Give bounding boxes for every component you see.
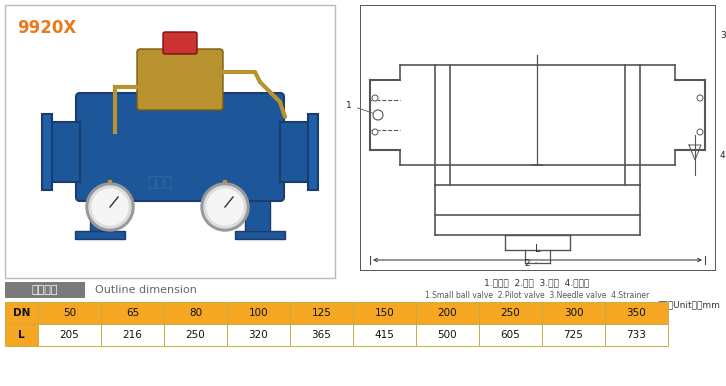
Bar <box>227 302 290 324</box>
Text: DN: DN <box>13 308 30 318</box>
Text: 9920X: 9920X <box>17 19 76 37</box>
Bar <box>290 324 353 346</box>
Text: 250: 250 <box>186 330 205 340</box>
Text: 100: 100 <box>249 308 269 318</box>
FancyBboxPatch shape <box>308 114 318 190</box>
Text: 350: 350 <box>627 308 646 318</box>
Bar <box>101 324 164 346</box>
Text: 250: 250 <box>501 308 521 318</box>
Text: 200: 200 <box>438 308 457 318</box>
Text: 300: 300 <box>563 308 583 318</box>
Text: 415: 415 <box>375 330 394 340</box>
Bar <box>38 324 101 346</box>
Circle shape <box>201 183 249 231</box>
Text: L: L <box>535 244 540 254</box>
Circle shape <box>697 129 703 135</box>
Bar <box>605 302 668 324</box>
FancyBboxPatch shape <box>137 49 223 110</box>
Text: 320: 320 <box>248 330 269 340</box>
FancyBboxPatch shape <box>42 114 52 190</box>
Bar <box>290 302 353 324</box>
Circle shape <box>92 189 128 225</box>
Circle shape <box>207 189 243 225</box>
Bar <box>5 282 85 298</box>
Bar <box>164 302 227 324</box>
Text: 605: 605 <box>501 330 521 340</box>
Circle shape <box>697 95 703 101</box>
FancyBboxPatch shape <box>163 32 197 54</box>
FancyBboxPatch shape <box>76 93 284 201</box>
Text: 50: 50 <box>63 308 76 318</box>
FancyBboxPatch shape <box>90 197 115 232</box>
Circle shape <box>204 186 246 228</box>
Text: 500: 500 <box>438 330 457 340</box>
Text: 216: 216 <box>123 330 142 340</box>
Text: 单位（Unit）：mm: 单位（Unit）：mm <box>657 300 720 309</box>
Bar <box>542 324 605 346</box>
Bar <box>416 302 479 324</box>
Text: 65: 65 <box>126 308 139 318</box>
Text: 4: 4 <box>720 151 725 159</box>
Circle shape <box>373 110 383 120</box>
Text: 125: 125 <box>311 308 332 318</box>
Text: L: L <box>18 330 25 340</box>
FancyBboxPatch shape <box>50 122 80 182</box>
Circle shape <box>86 183 134 231</box>
Text: 733: 733 <box>627 330 646 340</box>
Bar <box>353 302 416 324</box>
Bar <box>5 324 38 346</box>
Text: 1.Small ball valve  2.Pilot valve  3.Needle valve  4.Strainer: 1.Small ball valve 2.Pilot valve 3.Needl… <box>425 291 649 300</box>
Bar <box>479 324 542 346</box>
Circle shape <box>372 95 378 101</box>
Bar <box>75 231 125 239</box>
Text: 80: 80 <box>189 308 202 318</box>
Bar <box>235 231 285 239</box>
Bar <box>101 302 164 324</box>
Bar <box>227 324 290 346</box>
Text: 725: 725 <box>563 330 584 340</box>
Circle shape <box>372 129 378 135</box>
Text: 1: 1 <box>346 100 375 114</box>
Bar <box>5 5 335 278</box>
FancyBboxPatch shape <box>280 122 310 182</box>
Circle shape <box>89 186 131 228</box>
FancyBboxPatch shape <box>245 197 270 232</box>
Bar <box>164 324 227 346</box>
Bar <box>353 324 416 346</box>
Text: 150: 150 <box>375 308 394 318</box>
Text: 3: 3 <box>720 30 726 39</box>
Bar <box>605 324 668 346</box>
Bar <box>416 324 479 346</box>
Text: 365: 365 <box>311 330 332 340</box>
Text: 外型尺寸: 外型尺寸 <box>32 285 58 295</box>
Text: 埃美柯: 埃美柯 <box>147 175 173 189</box>
Bar <box>479 302 542 324</box>
Bar <box>38 302 101 324</box>
Text: 2: 2 <box>524 259 537 268</box>
Text: Outline dimension: Outline dimension <box>95 285 197 295</box>
Text: 1.小球阀  2.导阀  3.针阀  4.过滤器: 1.小球阀 2.导阀 3.针阀 4.过滤器 <box>484 278 590 287</box>
Bar <box>5 302 38 324</box>
Bar <box>542 302 605 324</box>
Text: 205: 205 <box>60 330 79 340</box>
